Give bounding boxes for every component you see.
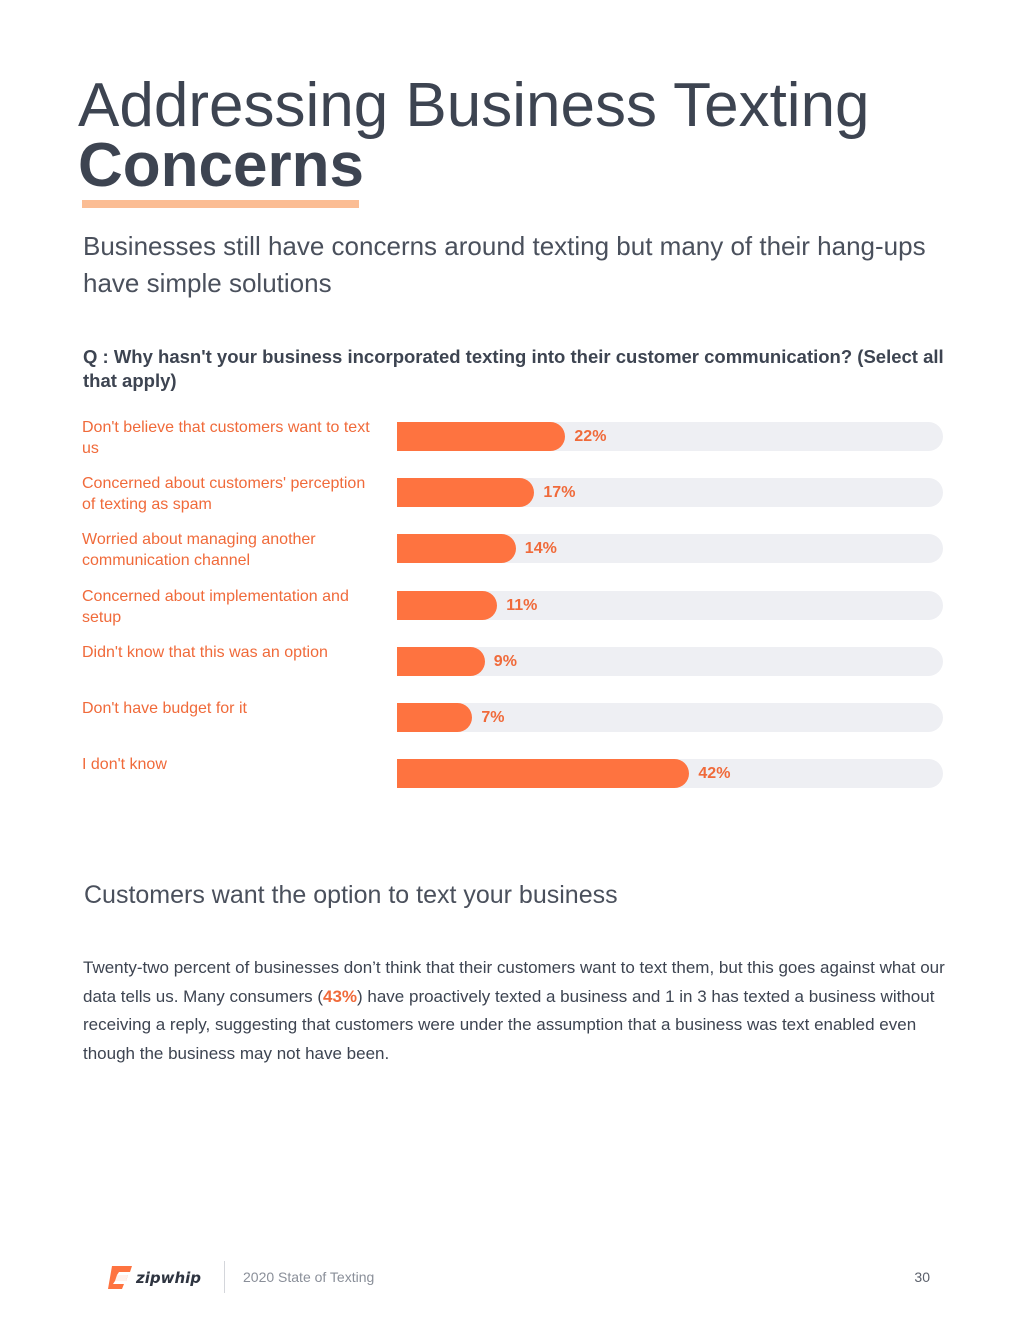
bar-value-label: 17% bbox=[543, 484, 576, 501]
page-subtitle: Businesses still have concerns around te… bbox=[83, 231, 926, 298]
zipwhip-logo: zipwhip bbox=[108, 1266, 201, 1289]
title-underline bbox=[82, 200, 359, 208]
bar-value-label: 11% bbox=[506, 597, 538, 614]
bar-label: Don't have budget for it bbox=[82, 700, 247, 717]
bar-label: Didn't know that this was an option bbox=[82, 644, 328, 661]
bar-value-label: 9% bbox=[493, 653, 517, 670]
survey-question: Q : Why hasn't your business incorporate… bbox=[83, 346, 944, 391]
section-heading: Customers want the option to text your b… bbox=[84, 881, 618, 909]
bar-value-label: 42% bbox=[698, 765, 731, 782]
bar-fill bbox=[397, 647, 485, 676]
bar-track bbox=[397, 647, 943, 676]
bar-track bbox=[397, 478, 943, 507]
bar-track bbox=[397, 422, 943, 451]
bar-fill bbox=[397, 759, 690, 788]
bar-fill bbox=[397, 703, 473, 732]
bar-fill bbox=[397, 422, 566, 451]
body-text-after: ) have proactively texted a business and… bbox=[83, 986, 935, 1063]
bar-label: Don't believe that customers want to tex… bbox=[82, 419, 370, 457]
highlight-stat: 43% bbox=[322, 986, 358, 1006]
bar-fill bbox=[397, 534, 516, 563]
bar-label: Worried about managing another communica… bbox=[82, 531, 316, 569]
bar-label: I don't know bbox=[82, 756, 167, 773]
body-text-before: Twenty-two percent of businesses don’t t… bbox=[83, 958, 945, 1006]
bar-track bbox=[397, 534, 943, 563]
logo-mark-icon bbox=[108, 1266, 132, 1289]
footer-report-name: 2020 State of Texting bbox=[243, 1269, 375, 1285]
page-number: 30 bbox=[914, 1269, 930, 1285]
bar-value-label: 7% bbox=[481, 709, 505, 726]
bar-value-label: 14% bbox=[524, 540, 557, 557]
title-line-1: Addressing Business Texting bbox=[78, 71, 870, 140]
title-line-2: Concerns bbox=[78, 131, 364, 200]
footer-divider bbox=[224, 1261, 225, 1293]
bar-label: Concerned about implementation and setup bbox=[82, 588, 349, 626]
bar-value-label: 22% bbox=[574, 428, 607, 445]
logo-wordmark: zipwhip bbox=[135, 1269, 201, 1287]
bar-track bbox=[397, 759, 943, 788]
bar-track bbox=[397, 591, 943, 620]
bar-label: Concerned about customers' perception of… bbox=[82, 475, 366, 513]
body-paragraph: Twenty-two percent of businesses don’t t… bbox=[83, 954, 948, 1068]
bar-track bbox=[397, 703, 943, 732]
bar-fill bbox=[397, 478, 535, 507]
bar-fill bbox=[397, 591, 498, 620]
